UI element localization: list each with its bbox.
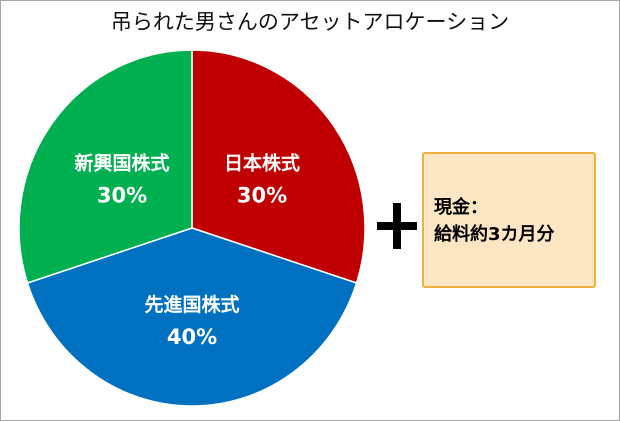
- cash-note: 現金： 給料約3カ月分: [422, 152, 596, 288]
- cash-note-line1: 現金：: [434, 197, 488, 218]
- label-japan-stocks-value: 30%: [237, 184, 287, 208]
- chart-title: 吊られた男さんのアセットアロケーション: [110, 10, 510, 34]
- label-developed-stocks-name: 先進国株式: [144, 293, 239, 316]
- label-emerging-stocks: 新興国株式 30%: [75, 152, 170, 208]
- label-emerging-stocks-value: 30%: [97, 184, 147, 208]
- label-developed-stocks: 先進国株式 40%: [144, 293, 239, 349]
- label-emerging-stocks-name: 新興国株式: [75, 152, 170, 175]
- slice-developed-stocks: [26, 227, 358, 407]
- slice-emerging-stocks: [18, 49, 193, 284]
- cash-note-line2: 給料約3カ月分: [434, 224, 555, 245]
- slice-japan-stocks: [191, 49, 366, 284]
- plus-icon: [377, 203, 417, 249]
- label-japan-stocks-name: 日本株式: [224, 152, 300, 175]
- label-japan-stocks: 日本株式 30%: [224, 152, 300, 208]
- label-developed-stocks-value: 40%: [167, 325, 217, 349]
